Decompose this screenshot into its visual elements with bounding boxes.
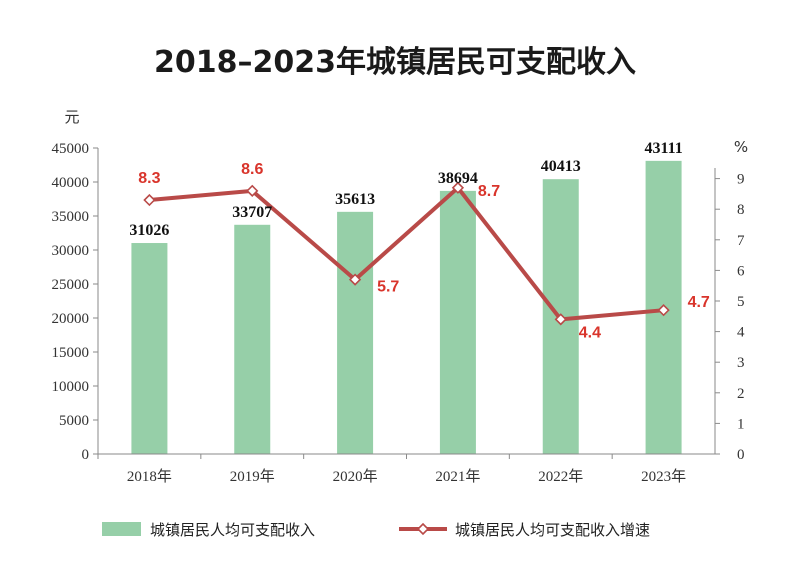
labels-layer: 31026 33707 35613 38694 40413 43111 8.3 8.6 5.7 8… bbox=[129, 140, 710, 342]
right-tick-label-3: 3 bbox=[737, 355, 745, 371]
bar-value-label-3: 38694 bbox=[438, 170, 478, 187]
right-tick-label-0: 0 bbox=[737, 447, 745, 463]
growth-marker-5 bbox=[657, 304, 670, 317]
bar-value-label-5: 43111 bbox=[644, 140, 682, 157]
right-tick-label-4: 4 bbox=[737, 325, 745, 341]
left-tick-label-1: 5000 bbox=[59, 413, 89, 429]
bar-3 bbox=[439, 190, 476, 454]
x-tick-label-3: 2021年 bbox=[435, 468, 480, 485]
x-tick-label-2: 2020年 bbox=[333, 468, 378, 485]
right-tick-label-2: 2 bbox=[737, 386, 745, 402]
growth-value-label-4: 4.4 bbox=[579, 324, 601, 341]
left-tick-label-0: 0 bbox=[82, 447, 90, 463]
legend-bar-label: 城镇居民人均可支配收入 bbox=[150, 521, 315, 539]
line-layer bbox=[143, 181, 670, 326]
right-tick-label-6: 6 bbox=[737, 263, 745, 279]
left-tick-label-6: 30000 bbox=[52, 243, 90, 259]
growth-value-label-3: 8.7 bbox=[478, 183, 500, 200]
growth-value-label-2: 5.7 bbox=[377, 279, 399, 296]
growth-marker-1 bbox=[246, 184, 259, 197]
bar-2 bbox=[337, 211, 374, 454]
x-tick-label-4: 2022年 bbox=[538, 468, 583, 485]
legend-bar-swatch bbox=[102, 522, 141, 536]
growth-value-label-0: 8.3 bbox=[138, 170, 160, 187]
axes-layer: 0 5000 10000 15000 20000 25000 30000 35000 40000… bbox=[52, 141, 746, 485]
left-tick-label-8: 40000 bbox=[52, 175, 90, 191]
left-tick-label-7: 35000 bbox=[52, 209, 90, 225]
bar-value-label-4: 40413 bbox=[541, 158, 581, 175]
right-tick-label-9: 9 bbox=[737, 172, 745, 188]
left-tick-label-2: 10000 bbox=[52, 379, 90, 395]
left-tick-label-9: 45000 bbox=[52, 141, 90, 157]
legend-line-label: 城镇居民人均可支配收入增速 bbox=[455, 521, 650, 539]
legend: 城镇居民人均可支配收入 城镇居民人均可支配收入增速 bbox=[102, 521, 650, 539]
growth-line bbox=[149, 185, 664, 322]
growth-marker-2 bbox=[348, 273, 362, 286]
growth-value-label-1: 8.6 bbox=[241, 161, 263, 178]
x-tick-label-0: 2018年 bbox=[127, 468, 172, 485]
growth-value-label-5: 4.7 bbox=[688, 294, 710, 311]
growth-marker-3 bbox=[451, 181, 465, 194]
bar-value-label-1: 33707 bbox=[232, 204, 272, 221]
growth-marker-4 bbox=[554, 313, 567, 326]
legend-line-marker bbox=[416, 522, 430, 536]
right-tick-label-5: 5 bbox=[737, 294, 745, 310]
x-tick-label-5: 2023年 bbox=[641, 468, 686, 485]
bar-1 bbox=[234, 224, 271, 454]
right-tick-label-7: 7 bbox=[737, 233, 745, 249]
growth-marker-0 bbox=[143, 193, 156, 207]
right-axis-unit: % bbox=[734, 138, 748, 156]
bar-value-label-0: 31026 bbox=[129, 222, 169, 239]
x-tick-label-1: 2019年 bbox=[230, 468, 275, 485]
bar-0 bbox=[131, 243, 168, 454]
left-axis-unit: 元 bbox=[64, 108, 79, 126]
left-tick-label-4: 20000 bbox=[52, 311, 90, 327]
left-tick-label-3: 15000 bbox=[52, 345, 90, 361]
right-tick-label-1: 1 bbox=[737, 416, 745, 432]
bar-value-label-2: 35613 bbox=[335, 191, 375, 208]
chart-title: 2018–2023年城镇居民可支配收入 bbox=[154, 45, 636, 80]
left-tick-label-5: 25000 bbox=[52, 277, 90, 293]
bars-layer bbox=[131, 160, 682, 455]
right-tick-label-8: 8 bbox=[737, 202, 745, 218]
